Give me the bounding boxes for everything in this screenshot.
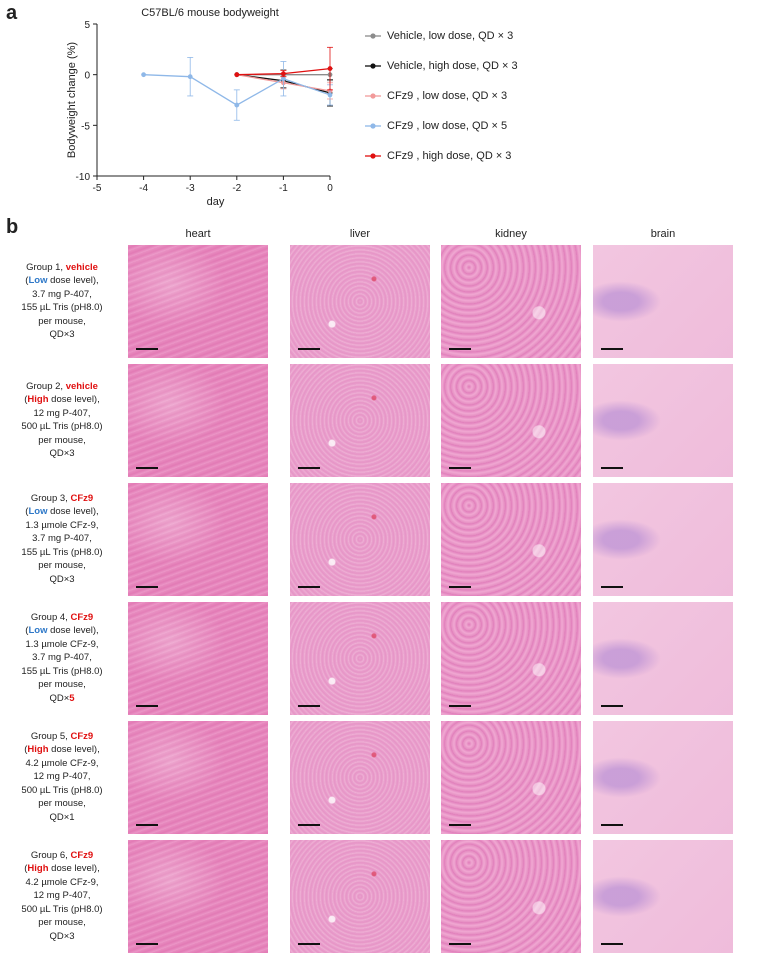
scale-bar xyxy=(449,705,471,707)
legend-marker xyxy=(365,123,381,129)
scale-bar xyxy=(298,348,320,350)
group-label: Group 5, CFz9 (High dose level), 4.2 µmole… xyxy=(21,730,103,823)
data-point xyxy=(281,71,286,77)
data-point xyxy=(327,92,333,98)
bodyweight-chart: C57BL/6 mouse bodyweight-10-505-5 -4 -3 -2-… xyxy=(66,7,333,208)
scale-bar xyxy=(449,824,471,826)
legend-item: CFz9 , low dose, QD × 3 xyxy=(365,86,507,106)
legend-marker xyxy=(365,153,381,159)
y-tick-label: 5 xyxy=(84,20,90,31)
scale-bar xyxy=(449,586,471,588)
x-tick-label: 0 xyxy=(327,183,333,194)
data-point xyxy=(141,72,147,78)
group-label: Group 2, vehicle (High dose level), 12 mg … xyxy=(21,380,103,460)
histology-image-liver xyxy=(290,483,430,596)
legend-item: Vehicle, low dose, QD × 3 xyxy=(365,26,513,46)
scale-bar xyxy=(136,943,158,945)
scale-bar xyxy=(601,824,623,826)
column-header-liver: liver xyxy=(349,228,371,240)
panel-label-a: a xyxy=(6,2,18,24)
group-label: Group 3, CFz9 (Low dose level), 1.3 µmole … xyxy=(21,492,103,585)
histology-image-liver xyxy=(290,721,430,834)
scale-bar xyxy=(601,467,623,469)
scale-bar xyxy=(601,943,623,945)
legend-marker xyxy=(365,63,381,69)
group-label: Group 6, CFz9 (High dose level), 4.2 µmole… xyxy=(21,849,103,942)
scale-bar xyxy=(136,467,158,469)
histology-image-heart xyxy=(128,602,268,715)
y-tick-label: 0 xyxy=(84,71,90,82)
histology-image-brain xyxy=(593,721,733,834)
data-point xyxy=(281,76,286,82)
legend-label: CFz9 , low dose, QD × 3 xyxy=(387,90,508,102)
scale-bar xyxy=(298,705,320,707)
histology-image-kidney xyxy=(441,602,581,715)
group-label: Group 1, vehicle (Low dose level), 3.7 mg … xyxy=(21,261,103,341)
legend-marker xyxy=(365,33,381,39)
data-point xyxy=(234,102,240,108)
legend-item: Vehicle, high dose, QD × 3 xyxy=(365,56,518,76)
x-tick-label: -3 xyxy=(186,183,195,194)
x-tick-label: -1 xyxy=(279,183,288,194)
scale-bar xyxy=(136,824,158,826)
column-header-kidney: kidney xyxy=(495,228,527,240)
histology-image-kidney xyxy=(441,364,581,477)
scale-bar xyxy=(136,586,158,588)
histology-image-liver xyxy=(290,364,430,477)
scale-bar xyxy=(601,348,623,350)
data-point xyxy=(234,72,240,78)
histology-image-brain xyxy=(593,602,733,715)
y-axis-label: Bodyweight change (%) xyxy=(66,42,78,158)
panel-label-b: b xyxy=(6,216,19,238)
scale-bar xyxy=(449,348,471,350)
scale-bar xyxy=(449,943,471,945)
group-label: Group 4, CFz9 (Low dose level), 1.3 µmole … xyxy=(21,611,103,704)
legend-item: CFz9 , high dose, QD × 3 xyxy=(365,146,511,166)
histology-image-liver xyxy=(290,602,430,715)
scale-bar xyxy=(298,943,320,945)
histology-image-heart xyxy=(128,840,268,953)
scale-bar xyxy=(136,705,158,707)
x-tick-label: -2 xyxy=(232,183,241,194)
histology-image-heart xyxy=(128,245,268,358)
legend-label: CFz9 , high dose, QD × 3 xyxy=(387,150,512,162)
scale-bar xyxy=(298,824,320,826)
x-tick-label: -4 xyxy=(139,183,148,194)
legend-label: Vehicle, low dose, QD × 3 xyxy=(387,30,514,42)
histology-image-kidney xyxy=(441,721,581,834)
legend-label: CFz9 , low dose, QD × 5 xyxy=(387,120,508,132)
histology-image-brain xyxy=(593,840,733,953)
histology-image-kidney xyxy=(441,245,581,358)
y-tick-label: -5 xyxy=(81,121,90,132)
histology-image-liver xyxy=(290,245,430,358)
chart-title: C57BL/6 mouse bodyweight xyxy=(141,7,279,19)
column-header-brain: brain xyxy=(650,228,676,240)
histology-image-kidney xyxy=(441,483,581,596)
histology-image-brain xyxy=(593,364,733,477)
histology-image-heart xyxy=(128,721,268,834)
x-axis-label: day xyxy=(207,196,225,208)
legend-marker xyxy=(365,93,381,99)
legend-label: Vehicle, high dose, QD × 3 xyxy=(387,60,518,72)
histology-image-brain xyxy=(593,245,733,358)
legend-item: CFz9 , low dose, QD × 5 xyxy=(365,116,507,136)
scale-bar xyxy=(298,586,320,588)
x-tick-label: -5 xyxy=(93,183,102,194)
scale-bar xyxy=(601,586,623,588)
scale-bar xyxy=(136,348,158,350)
scale-bar xyxy=(601,705,623,707)
series-4 xyxy=(234,46,333,91)
scale-bar xyxy=(449,467,471,469)
data-point xyxy=(327,66,333,71)
histology-image-heart xyxy=(128,483,268,596)
histology-image-liver xyxy=(290,840,430,953)
scale-bar xyxy=(298,467,320,469)
y-tick-label: -10 xyxy=(76,172,91,183)
data-point xyxy=(187,74,193,80)
histology-image-brain xyxy=(593,483,733,596)
column-header-heart: heart xyxy=(185,228,211,240)
series-3 xyxy=(141,57,333,121)
histology-image-kidney xyxy=(441,840,581,953)
histology-image-heart xyxy=(128,364,268,477)
